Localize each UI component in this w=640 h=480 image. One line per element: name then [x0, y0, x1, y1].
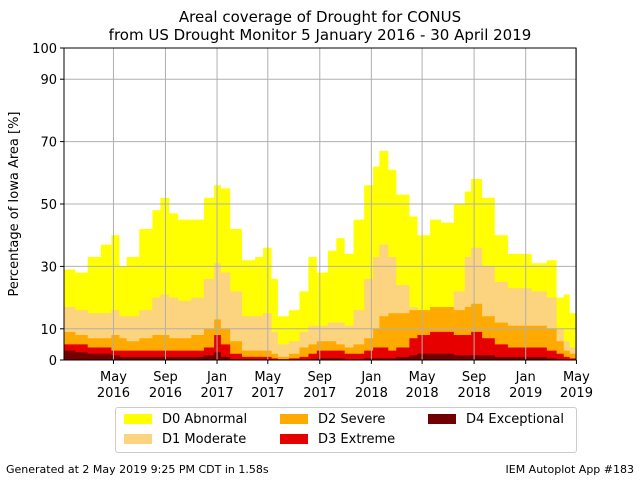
x-tick-label-2016-09-01: Sep [153, 370, 178, 385]
y-axis: 0 10 30 50 70 90 100 [32, 42, 64, 369]
legend-label-d3: D3 Extreme [318, 432, 396, 447]
footer-app: IEM Autoplot App #183 [505, 463, 635, 476]
footer-generated: Generated at 2 May 2019 9:25 PM CDT in 1… [6, 463, 269, 476]
legend-item-d0: D0 Abnormal [124, 412, 247, 428]
x-tick-label-2017-09-01: Sep [308, 370, 333, 385]
legend: D0 Abnormal D1 Moderate D2 Severe D3 Ext… [115, 407, 577, 453]
x-tick-year-2018-05-01: 2018 [406, 386, 439, 401]
x-tick-label-2017-05-01: May [254, 370, 281, 385]
area-series-d4 [64, 350, 576, 360]
legend-label-d1: D1 Moderate [162, 432, 247, 447]
plot-area [64, 151, 576, 360]
y-tick-label-30: 30 [40, 260, 57, 275]
legend-label-d0: D0 Abnormal [162, 412, 248, 427]
legend-swatch-d3 [280, 433, 308, 444]
x-tick-label-2019-01-01: Jan [515, 370, 536, 385]
legend-label-d4: D4 Exceptional [466, 412, 564, 427]
x-axis: May2016Sep2016Jan2017May2017Sep2017Jan20… [97, 360, 593, 401]
x-tick-year-2016-09-01: 2016 [149, 386, 182, 401]
x-tick-label-2018-09-01: Sep [462, 370, 487, 385]
legend-label-d2: D2 Severe [318, 412, 386, 427]
x-tick-label-2019-05-01: May [563, 370, 590, 385]
y-tick-label-90: 90 [40, 73, 57, 88]
x-tick-year-2017-01-01: 2017 [201, 386, 234, 401]
chart-subtitle: from US Drought Monitor 5 January 2016 -… [108, 26, 532, 44]
y-tick-label-100: 100 [32, 42, 57, 57]
legend-item-d2: D2 Severe [280, 412, 385, 428]
legend-swatch-d0 [124, 413, 152, 424]
legend-swatch-d2 [280, 413, 308, 424]
legend-swatch-d1 [124, 433, 152, 444]
x-tick-year-2018-09-01: 2018 [458, 386, 491, 401]
area-series-d3 [64, 331, 576, 360]
legend-item-d1: D1 Moderate [124, 432, 246, 448]
x-tick-year-2018-01-01: 2018 [355, 386, 388, 401]
x-tick-label-2018-01-01: Jan [360, 370, 381, 385]
x-tick-year-2019-01-01: 2019 [509, 386, 542, 401]
x-tick-year-2016-05-01: 2016 [97, 386, 130, 401]
x-tick-label-2018-05-01: May [409, 370, 436, 385]
x-tick-year-2017-05-01: 2017 [251, 386, 284, 401]
y-tick-label-0: 0 [49, 354, 57, 369]
y-axis-label: Percentage of Iowa Area [%] [7, 112, 22, 297]
x-tick-label-2016-05-01: May [100, 370, 127, 385]
chart-title: Areal coverage of Drought for CONUS [178, 8, 462, 26]
y-tick-label-70: 70 [40, 136, 57, 151]
x-tick-year-2019-05-01: 2019 [560, 386, 593, 401]
y-tick-label-50: 50 [40, 198, 57, 213]
x-tick-label-2017-01-01: Jan [206, 370, 227, 385]
x-tick-year-2017-09-01: 2017 [303, 386, 336, 401]
legend-item-d3: D3 Extreme [280, 432, 395, 448]
legend-swatch-d4 [428, 413, 456, 424]
y-tick-label-10: 10 [40, 323, 57, 338]
legend-item-d4: D4 Exceptional [428, 412, 564, 428]
